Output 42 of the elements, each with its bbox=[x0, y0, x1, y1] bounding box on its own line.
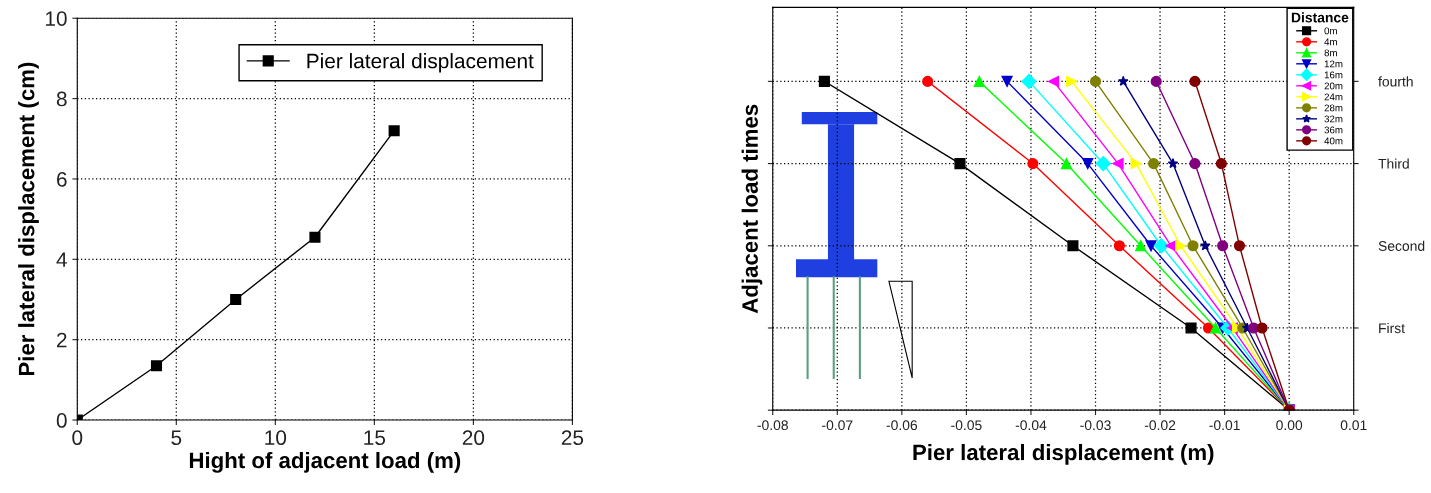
legend-label: 40m bbox=[1324, 137, 1343, 145]
x-tick-label: 0.01 bbox=[1340, 420, 1367, 431]
legend-label: 20m bbox=[1324, 82, 1343, 90]
y-tick-label: 8 bbox=[56, 91, 67, 107]
y-tick-label: 10 bbox=[45, 11, 67, 26]
legend-label: 28m bbox=[1324, 104, 1343, 112]
y-tick-label: 4 bbox=[56, 252, 67, 267]
legend-label: 36m bbox=[1324, 126, 1343, 134]
y-tick-label: Third bbox=[1378, 158, 1409, 169]
legend-label: 0m bbox=[1324, 27, 1337, 35]
y-tick-label: 2 bbox=[57, 332, 67, 348]
x-axis-title: Hight of adjacent load (m) bbox=[189, 451, 461, 473]
x-tick-label: -0.01 bbox=[1209, 420, 1240, 431]
legend-label: 32m bbox=[1324, 115, 1343, 123]
x-tick-label: 0 bbox=[72, 430, 83, 446]
y-tick-label: 6 bbox=[57, 171, 67, 187]
legend-title: Distance bbox=[1291, 12, 1349, 23]
x-axis-title: Pier lateral displacement (m) bbox=[913, 443, 1214, 465]
legend-label: 24m bbox=[1324, 93, 1343, 101]
x-tick-label: -0.03 bbox=[1080, 420, 1111, 431]
legend-label: 4m bbox=[1324, 38, 1337, 46]
x-tick-label: -0.02 bbox=[1144, 420, 1176, 431]
y-tick-label: Second bbox=[1378, 240, 1425, 251]
y-axis-title: Adjacent load times bbox=[741, 104, 763, 314]
x-tick-label: 25 bbox=[561, 430, 584, 446]
x-tick-label: -0.05 bbox=[951, 420, 982, 431]
x-tick-label: -0.08 bbox=[757, 420, 788, 431]
legend-label: 8m bbox=[1324, 49, 1337, 57]
x-tick-label: 0.00 bbox=[1276, 420, 1303, 431]
x-tick-label: 10 bbox=[265, 430, 287, 446]
x-tick-label: 15 bbox=[364, 430, 386, 446]
legend-label: 16m bbox=[1324, 71, 1343, 79]
legend-label: 12m bbox=[1324, 60, 1343, 68]
y-tick-label: fourth bbox=[1378, 76, 1413, 87]
x-tick-label: -0.06 bbox=[886, 420, 918, 431]
x-tick-label: -0.04 bbox=[1015, 420, 1047, 431]
x-tick-label: -0.07 bbox=[822, 420, 853, 431]
y-axis-title: Pier lateral displacement (cm) bbox=[18, 62, 39, 376]
x-tick-label: 20 bbox=[462, 430, 485, 446]
legend-label: Pier lateral displacement bbox=[307, 53, 534, 73]
y-tick-label: First bbox=[1379, 322, 1405, 334]
x-tick-label: 5 bbox=[171, 430, 182, 446]
